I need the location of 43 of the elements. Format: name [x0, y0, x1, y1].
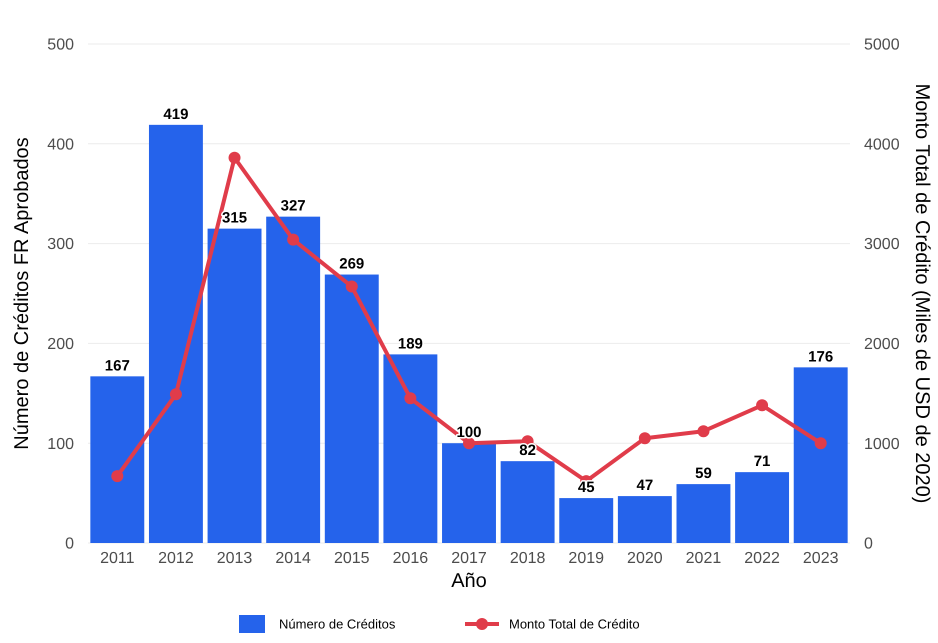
data-label: 419 — [163, 106, 188, 123]
x-tick-label: 2018 — [510, 550, 546, 567]
y2-tick-label: 0 — [864, 536, 873, 553]
x-tick-label: 2019 — [568, 550, 604, 567]
data-label: 315 — [222, 210, 248, 227]
x-tick-label: 2022 — [744, 550, 780, 567]
y-tick-label: 500 — [47, 36, 74, 54]
x-tick-label: 2012 — [158, 550, 194, 567]
y2-tick-label: 1000 — [864, 436, 900, 453]
data-label: 47 — [636, 477, 654, 494]
data-label: 82 — [519, 442, 536, 460]
data-label: 167 — [104, 357, 130, 374]
x-tick-label: 2020 — [627, 550, 663, 567]
y-tick-label: 400 — [47, 136, 74, 154]
data-label: 189 — [398, 335, 423, 352]
x-axis-title: Año — [451, 570, 487, 592]
y-tick-label: 0 — [65, 536, 74, 553]
y2-tick-label: 2000 — [864, 336, 900, 353]
x-tick-label: 2013 — [216, 550, 252, 567]
x-tick-label: 2014 — [275, 550, 312, 567]
x-tick-label: 2023 — [802, 550, 839, 567]
x-tick-label: 2017 — [451, 550, 487, 567]
legend-label: Monto Total de Crédito — [509, 616, 640, 632]
y-axis-title: Número de Créditos FR Aprobados — [11, 137, 33, 450]
legend-label: Número de Créditos — [279, 616, 396, 632]
data-label: 71 — [754, 453, 770, 470]
y2-tick-label: 3000 — [864, 236, 900, 254]
y2-tick-label: 4000 — [864, 136, 900, 154]
y2-tick-label: 5000 — [864, 36, 900, 54]
y-tick-label: 100 — [47, 436, 74, 453]
x-tick-label: 2011 — [100, 550, 135, 567]
y-tick-label: 200 — [47, 336, 74, 353]
data-label: 269 — [339, 256, 364, 273]
data-label: 45 — [578, 479, 595, 496]
data-label: 176 — [808, 348, 834, 366]
x-tick-label: 2021 — [686, 550, 722, 567]
y2-axis-title: Monto Total de Crédito (Miles de USD de 2020) — [911, 84, 933, 504]
data-label: 327 — [280, 198, 306, 215]
x-tick-label: 2015 — [334, 550, 370, 567]
data-label: 59 — [695, 465, 712, 482]
y-tick-label: 300 — [47, 236, 74, 254]
data-label: 100 — [456, 424, 482, 442]
x-tick-label: 2016 — [392, 550, 428, 567]
